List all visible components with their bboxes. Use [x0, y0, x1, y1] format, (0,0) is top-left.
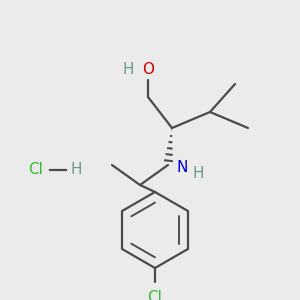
Text: O: O [142, 62, 154, 77]
Text: N: N [176, 160, 188, 175]
Text: H: H [70, 163, 82, 178]
Text: H: H [193, 166, 205, 181]
Text: Cl: Cl [148, 290, 162, 300]
Text: Cl: Cl [28, 163, 43, 178]
Text: H: H [122, 62, 134, 77]
